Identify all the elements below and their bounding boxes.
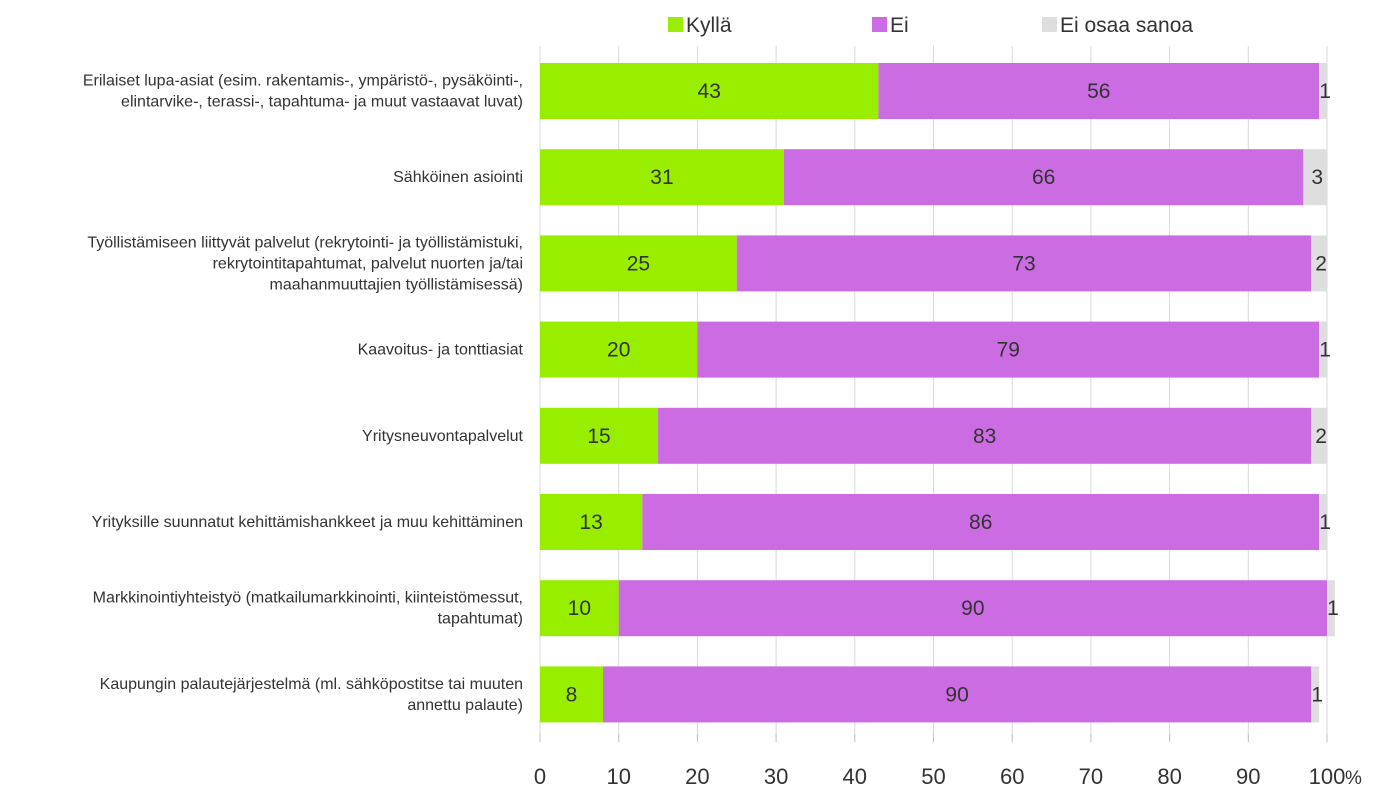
bar-row-1: 31 66 3 [540,149,1327,205]
bar-row-5: 13 86 1 [540,494,1331,550]
data-label: 25 [627,252,650,275]
data-label: 20 [607,339,630,362]
x-tick-label: 20 [685,764,709,789]
legend-swatch [668,17,683,32]
data-label: 66 [1032,166,1055,189]
category-label-line: maahanmuuttajien työllistämisessä) [270,276,523,293]
bar-row-0: 43 56 1 [540,63,1331,119]
x-tick-label: 90 [1236,764,1260,789]
data-label: 8 [566,683,578,706]
data-label: 79 [997,339,1020,362]
data-label: 86 [969,511,992,534]
category-label-line: Markkinointiyhteistyö (matkailumarkkinoi… [93,590,523,607]
bar-row-4: 15 83 2 [540,408,1327,464]
category-label: Yritysneuvontapalvelut [362,428,524,445]
category-labels: Erilaiset lupa-asiat (esim. rakentamis-,… [83,73,524,714]
data-label: 15 [587,425,610,448]
legend: Kyllä Ei Ei osaa sanoa [668,14,1193,37]
x-unit-label: % [1345,768,1362,789]
bars: 43 56 1 31 66 3 25 73 2 20 79 1 15 83 2 13 86 1 10 90 1 8 90 1 [540,63,1339,722]
data-label: 31 [650,166,673,189]
legend-swatch [872,17,887,32]
data-label: 1 [1311,683,1323,706]
x-tick-label: 10 [606,764,630,789]
bar-row-2: 25 73 2 [540,235,1327,291]
category-label-line: tapahtumat) [438,611,523,628]
data-label: 13 [579,511,602,534]
data-label: 1 [1319,511,1331,534]
x-tick-label: 50 [921,764,945,789]
legend-label: Ei osaa sanoa [1060,14,1193,37]
x-tick-label: 60 [1000,764,1024,789]
x-tick-label: 30 [764,764,788,789]
x-tick-label: 80 [1157,764,1181,789]
bar-row-6: 10 90 1 [540,580,1339,636]
category-label: Työllistämiseen liittyvät palvelut (rekr… [87,234,523,293]
data-label: 10 [568,597,591,620]
x-tick-label: 40 [843,764,867,789]
data-label: 56 [1087,80,1110,103]
category-label-line: Yritysneuvontapalvelut [362,428,524,445]
category-label-line: Kaupungin palautejärjestelmä (ml. sähköp… [100,676,523,693]
legend-item-ei-osaa-sanoa: Ei osaa sanoa [1042,14,1193,37]
data-label: 1 [1327,597,1339,620]
category-label-line: Erilaiset lupa-asiat (esim. rakentamis-,… [83,73,523,90]
x-tick-label: 70 [1079,764,1103,789]
legend-item-kyllä: Kyllä [668,14,732,37]
category-label: Markkinointiyhteistyö (matkailumarkkinoi… [93,590,523,628]
category-label-line: Yrityksille suunnatut kehittämishankkeet… [92,514,523,531]
category-label-line: elintarvike-, terassi-, tapahtuma- ja mu… [121,94,523,111]
data-label: 3 [1311,166,1323,189]
data-label: 43 [698,80,721,103]
legend-item-ei: Ei [872,14,909,37]
data-label: 2 [1315,425,1327,448]
category-label-line: annettu palaute) [407,697,523,714]
bar-row-7: 8 90 1 [540,666,1323,722]
data-label: 90 [961,597,984,620]
category-label: Kaavoitus- ja tonttiasiat [358,342,524,359]
data-label: 73 [1012,252,1035,275]
category-label-line: Työllistämiseen liittyvät palvelut (rekr… [87,234,523,251]
legend-swatch [1042,17,1057,32]
category-label-line: rekrytointitapahtumat, palvelut nuorten … [213,255,523,272]
category-label: Kaupungin palautejärjestelmä (ml. sähköp… [100,676,523,714]
bar-row-3: 20 79 1 [540,322,1331,378]
category-label: Sähköinen asiointi [393,169,523,186]
category-label-line: Sähköinen asiointi [393,169,523,186]
data-label: 2 [1315,252,1327,275]
data-label: 90 [945,683,968,706]
data-label: 1 [1319,339,1331,362]
category-label-line: Kaavoitus- ja tonttiasiat [358,342,524,359]
category-label: Yrityksille suunnatut kehittämishankkeet… [92,514,523,531]
data-label: 83 [973,425,996,448]
legend-label: Kyllä [686,14,732,37]
x-axis: 0 10 20 30 40 50 60 70 80 90 100% [534,734,1362,789]
legend-label: Ei [890,14,909,37]
x-tick-label: 100 [1309,764,1346,789]
category-label: Erilaiset lupa-asiat (esim. rakentamis-,… [83,73,523,111]
x-tick-label: 0 [534,764,546,789]
data-label: 1 [1319,80,1331,103]
